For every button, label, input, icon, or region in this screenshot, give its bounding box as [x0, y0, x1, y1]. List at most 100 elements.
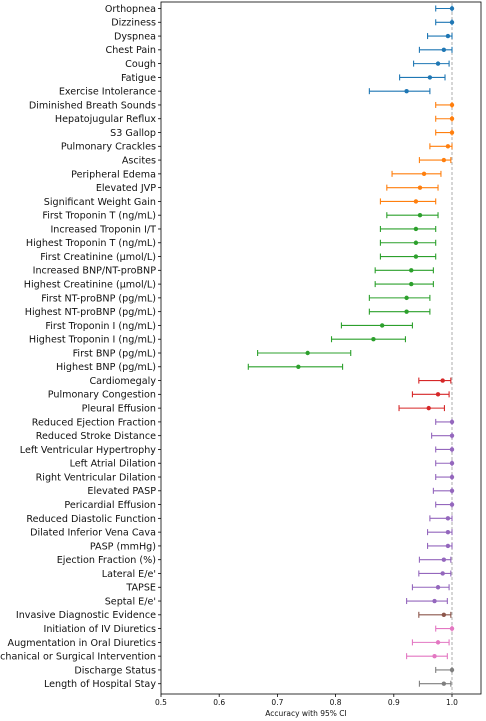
- category-label: Significant Weight Gain: [44, 197, 156, 208]
- category-labels: Orthopnea Dizziness Dyspnea Chest Pain Cough…: [0, 4, 161, 690]
- point-estimate: [440, 378, 445, 383]
- ci-row: [368, 294, 431, 301]
- category-label: Mechanical or Surgical Intervention: [0, 652, 156, 663]
- point-estimate: [413, 226, 419, 232]
- point-estimate: [445, 33, 451, 39]
- category-label: Discharge Status: [74, 665, 156, 676]
- ci-row: [435, 418, 455, 425]
- category-label: Increased Troponin I/T: [50, 224, 156, 235]
- category-label: Increased BNP/NT-proBNP: [33, 266, 157, 277]
- ci-row: [411, 584, 450, 591]
- category-label: Augmentation in Oral Diuretics: [8, 638, 156, 649]
- ci-row: [391, 170, 442, 177]
- ci-row: [379, 239, 437, 246]
- category-label: Pulmonary Crackles: [61, 142, 156, 153]
- category-label: Pleural Effusion: [82, 404, 156, 415]
- point-estimate: [445, 543, 451, 549]
- ci-row: [386, 212, 439, 219]
- point-estimate: [432, 598, 437, 604]
- ci-row: [418, 377, 452, 384]
- category-label: Initiation of IV Diuretics: [43, 624, 156, 635]
- category-label: First Creatinine (µmol/L): [40, 252, 156, 263]
- point-estimate: [449, 116, 455, 121]
- point-estimate: [427, 75, 433, 80]
- ci-row: [429, 515, 453, 522]
- point-estimate: [435, 392, 441, 397]
- x-tick-label: 0.7: [271, 698, 283, 707]
- category-label: Dyspnea: [114, 31, 156, 42]
- category-label: First Troponin I (ng/mL): [45, 321, 156, 332]
- x-tick-label: 0.5: [155, 698, 167, 707]
- ci-row: [418, 46, 453, 53]
- point-estimate: [404, 309, 409, 314]
- point-estimate: [449, 433, 455, 438]
- category-label: Reduced Diastolic Function: [26, 514, 156, 525]
- point-estimate: [404, 295, 409, 301]
- ci-row: [411, 639, 450, 646]
- x-tick-label: 0.9: [388, 698, 400, 707]
- point-estimate: [435, 585, 441, 590]
- ci-row: [398, 405, 445, 412]
- ci-row: [435, 101, 455, 108]
- category-label: First NT-proBNP (pg/mL): [41, 293, 156, 304]
- ci-row: [435, 625, 455, 632]
- ci-row: [427, 529, 453, 536]
- point-estimate: [379, 323, 385, 328]
- ci-row: [247, 363, 344, 370]
- point-estimate: [296, 364, 301, 369]
- point-estimate: [421, 171, 427, 177]
- point-estimate: [413, 254, 419, 259]
- category-label: Highest NT-proBNP (pg/mL): [25, 307, 156, 318]
- x-axis-ticks: 0.5 0.6 0.7 0.8 0.9 1.0: [155, 694, 458, 707]
- point-estimate: [445, 144, 451, 149]
- point-estimate: [441, 557, 447, 562]
- ci-row: [379, 253, 437, 260]
- point-estimate: [432, 653, 437, 659]
- category-label: Cardiomegaly: [89, 376, 156, 387]
- category-label: Highest BNP (pg/mL): [56, 362, 156, 373]
- ci-row: [374, 267, 434, 274]
- ci-row: [418, 157, 452, 164]
- x-tick-label: 1.0: [446, 698, 458, 707]
- category-label: Reduced Ejection Fraction: [32, 417, 156, 428]
- point-estimate: [440, 571, 445, 576]
- category-label: First BNP (pg/mL): [73, 348, 156, 359]
- ci-row: [435, 446, 455, 453]
- point-estimate: [449, 667, 455, 673]
- point-estimate: [449, 447, 455, 452]
- point-estimate: [449, 130, 455, 135]
- point-estimate: [409, 281, 414, 287]
- point-estimate: [449, 488, 455, 493]
- ci-row: [406, 653, 448, 660]
- ci-row: [399, 74, 446, 81]
- category-label: Ascites: [122, 155, 156, 166]
- category-label: Diminished Breath Sounds: [29, 100, 156, 111]
- category-label: Right Ventricular Dilation: [36, 472, 156, 483]
- ci-row: [435, 474, 455, 481]
- category-label: Length of Hospital Stay: [44, 679, 156, 690]
- plot-frame: [160, 1, 482, 695]
- point-estimate: [441, 157, 447, 163]
- x-axis-label: Accuracy with 95% CI: [265, 709, 346, 718]
- ci-row: [431, 432, 455, 439]
- category-label: Hepatojugular Reflux: [55, 114, 156, 125]
- point-estimate: [404, 88, 409, 94]
- ci-row: [340, 322, 413, 329]
- category-label: Dilated Inferior Vena Cava: [30, 528, 156, 539]
- ci-row: [435, 115, 455, 122]
- point-estimate: [441, 47, 447, 53]
- category-label: Highest Creatinine (µmol/L): [24, 280, 156, 291]
- category-label: Pulmonary Congestion: [48, 390, 156, 401]
- category-label: Exercise Intolerance: [59, 87, 156, 98]
- ci-row: [435, 460, 455, 467]
- category-label: Reduced Stroke Distance: [36, 431, 156, 442]
- ci-row: [432, 487, 455, 494]
- point-estimate: [449, 461, 455, 466]
- ci-row: [368, 308, 431, 315]
- ci-row: [435, 501, 455, 508]
- point-estimate: [449, 626, 455, 631]
- point-estimate: [449, 419, 455, 425]
- ci-row: [418, 570, 452, 577]
- ci-row: [427, 542, 453, 549]
- category-label: S3 Gallop: [110, 128, 156, 139]
